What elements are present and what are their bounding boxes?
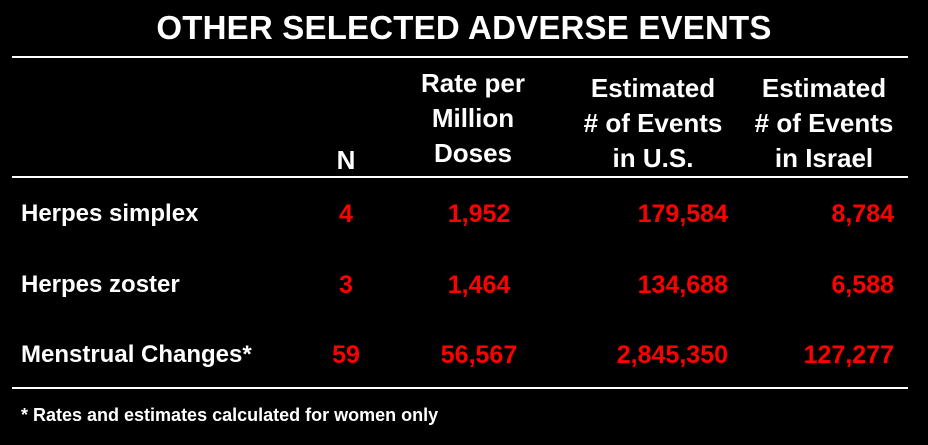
cell-rate-menstrual-changes: 56,567: [440, 341, 518, 369]
header-estimated-us: Estimated # of Events in U.S.: [570, 71, 736, 176]
header-us-text: Estimated # of Events in U.S.: [583, 73, 723, 173]
cell-n-herpes-simplex: 4: [339, 200, 353, 228]
cell-n-herpes-zoster: 3: [339, 271, 353, 299]
header-n: N: [336, 145, 356, 175]
row-label-herpes-simplex: Herpes simplex: [21, 200, 199, 227]
row-label-herpes-zoster: Herpes zoster: [21, 271, 180, 298]
header-divider: [12, 176, 908, 178]
cell-rate-herpes-zoster: 1,464: [447, 271, 511, 299]
top-divider: [12, 56, 908, 58]
header-estimated-israel: Estimated # of Events in Israel: [738, 71, 910, 176]
page-title: OTHER SELECTED ADVERSE EVENTS: [156, 9, 772, 46]
footnote: * Rates and estimates calculated for wom…: [21, 405, 439, 425]
cell-rate-herpes-simplex: 1,952: [447, 200, 511, 228]
cell-us-menstrual-changes: 2,845,350: [616, 341, 728, 369]
cell-israel-herpes-simplex: 8,784: [831, 200, 894, 228]
cell-n-menstrual-changes: 59: [332, 341, 360, 369]
cell-us-herpes-zoster: 134,688: [637, 271, 728, 299]
cell-israel-herpes-zoster: 6,588: [831, 271, 894, 299]
bottom-divider: [12, 387, 908, 389]
cell-us-herpes-simplex: 179,584: [637, 200, 728, 228]
header-rate-text: Rate per Million Doses: [420, 68, 526, 168]
cell-israel-menstrual-changes: 127,277: [803, 341, 894, 369]
header-rate-per-million: Rate per Million Doses: [402, 66, 544, 171]
header-israel-text: Estimated # of Events in Israel: [754, 73, 894, 173]
row-label-menstrual-changes: Menstrual Changes*: [21, 341, 252, 368]
